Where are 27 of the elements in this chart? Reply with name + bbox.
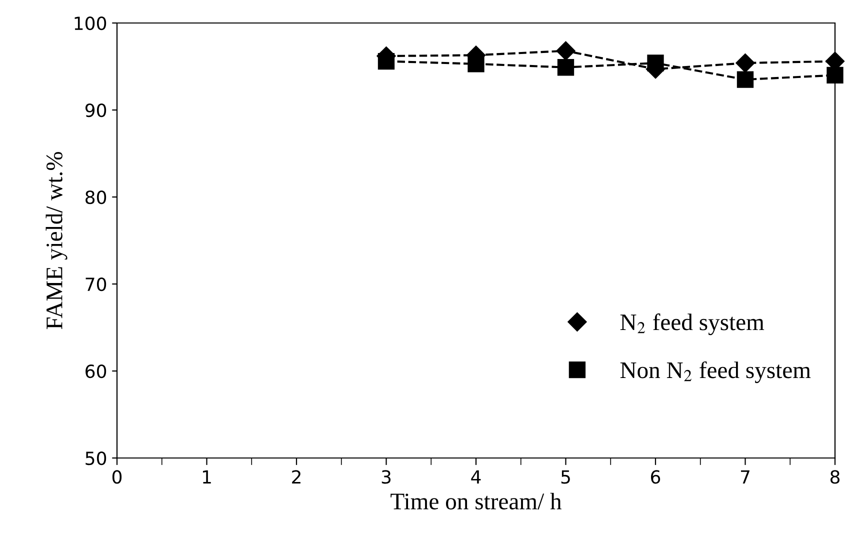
x-tick-label: 5: [561, 470, 570, 484]
point: [736, 71, 754, 88]
legend-label: N$_{2}$ feed system: [620, 313, 764, 336]
y-tick-label: 80: [86, 190, 106, 204]
x-tick-label: 8: [830, 470, 840, 484]
point: [736, 53, 755, 73]
x-axis-title: Time on stream/ h: [390, 492, 562, 510]
point: [647, 54, 664, 72]
point: [556, 41, 576, 60]
y-tick-label: 70: [86, 277, 106, 292]
y-tick-label: 50: [86, 451, 106, 466]
legend-label: Non N$_{2}$ feed system: [620, 361, 811, 384]
x-tick-label: 0: [112, 470, 122, 484]
y-tick-label: 90: [85, 103, 106, 118]
x-tick-label: 1: [202, 470, 211, 484]
x-tick-label: 3: [382, 470, 391, 484]
x-tick-label: 2: [292, 470, 300, 484]
x-tick-label: 4: [471, 470, 481, 484]
x-tick-label: 7: [740, 470, 750, 484]
y-tick-label: 60: [86, 364, 106, 378]
y-tick-label: 100: [74, 16, 106, 30]
point: [378, 52, 395, 70]
y-axis-title: FAME yield/ wt.%: [46, 152, 68, 330]
x-tick-label: 6: [651, 470, 660, 484]
point: [557, 59, 574, 76]
point: [468, 56, 484, 72]
point: [826, 66, 844, 84]
